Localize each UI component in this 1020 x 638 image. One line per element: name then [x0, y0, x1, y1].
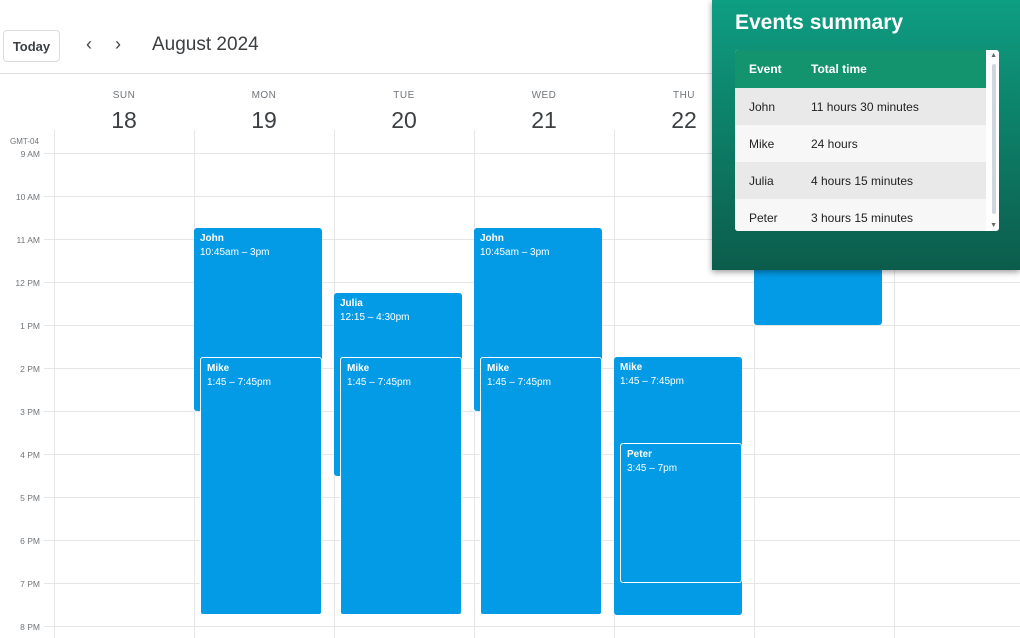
hour-label: 5 PM [20, 493, 40, 503]
event-time: 1:45 – 7:45pm [620, 376, 684, 388]
table-row: Peter 3 hours 15 minutes [735, 199, 986, 231]
event-name: John [480, 233, 504, 245]
event-cell: Peter [749, 210, 778, 225]
day-of-week: TUE [393, 90, 415, 101]
hour-line [44, 153, 1020, 154]
hour-label: 1 PM [20, 321, 40, 331]
summary-title: Events summary [735, 11, 904, 34]
hour-label: 7 PM [20, 579, 40, 589]
event-name: Mike [620, 362, 643, 374]
event-cell: Mike [749, 136, 775, 151]
calendar-event[interactable]: Mike 1:45 – 7:45pm [480, 357, 602, 616]
day-header[interactable]: WED 21 [474, 90, 614, 134]
hour-label: 12 PM [15, 278, 40, 288]
hour-label: 10 AM [15, 192, 40, 202]
day-of-week: MON [251, 90, 277, 101]
hour-label: 9 AM [20, 149, 40, 159]
total-time-cell: 24 hours [811, 136, 858, 151]
event-name: Mike [207, 363, 230, 375]
hour-label: 11 AM [16, 235, 40, 245]
scroll-up-icon[interactable]: ▲ [990, 52, 997, 59]
total-time-cell: 4 hours 15 minutes [811, 173, 914, 188]
summary-table: Event Total time John 11 hours 30 minutes… [735, 50, 999, 231]
hour-label: 2 PM [20, 364, 40, 374]
calendar-event[interactable]: Mike 1:45 – 7:45pm [200, 357, 322, 616]
calendar-event[interactable]: Mike 1:45 – 7:45pm [340, 357, 462, 616]
event-time: 1:45 – 7:45pm [347, 377, 411, 389]
total-time-cell: 3 hours 15 minutes [811, 210, 914, 225]
day-divider [754, 130, 755, 638]
event-name: Julia [340, 297, 363, 309]
event-name: Mike [347, 363, 370, 375]
day-divider [54, 130, 55, 638]
hour-label: 8 PM [20, 622, 40, 632]
timezone-label: GMT-04 [10, 137, 39, 146]
day-header[interactable]: THU 22 [614, 90, 754, 134]
scroll-down-icon[interactable]: ▼ [990, 222, 997, 229]
calendar-event[interactable]: Peter 3:45 – 7pm [620, 443, 742, 583]
table-row: Julia 4 hours 15 minutes [735, 162, 986, 199]
day-of-week: THU [672, 90, 696, 101]
event-cell: John [749, 99, 776, 114]
event-name: Peter [627, 449, 653, 461]
hour-label: 3 PM [20, 407, 40, 417]
header-total-time: Total time [811, 62, 867, 76]
event-time: 10:45am – 3pm [200, 247, 270, 259]
day-number: 18 [111, 107, 137, 133]
event-time: 1:45 – 7:45pm [207, 377, 271, 389]
event-time: 12:15 – 4:30pm [340, 311, 410, 323]
event-time: 3:45 – 7pm [627, 463, 678, 475]
day-of-week: WED [531, 90, 557, 101]
table-row: John 11 hours 30 minutes [735, 88, 986, 125]
table-header: Event Total time [735, 50, 986, 88]
day-number: 22 [671, 107, 697, 133]
today-button[interactable]: Today [3, 30, 60, 62]
day-header[interactable]: MON 19 [194, 90, 334, 134]
day-number: 20 [391, 107, 417, 133]
header-event: Event [749, 62, 782, 76]
event-name: John [200, 233, 224, 245]
day-number: 19 [251, 107, 277, 133]
total-time-cell: 11 hours 30 minutes [811, 99, 919, 114]
event-name: Mike [487, 363, 510, 375]
day-divider [894, 130, 895, 638]
chevron-left-icon[interactable]: ‹ [86, 34, 92, 54]
hour-label: 4 PM [20, 450, 40, 460]
day-of-week: SUN [112, 90, 136, 101]
month-title: August 2024 [152, 34, 259, 55]
day-number: 21 [531, 107, 557, 133]
hour-line [44, 196, 1020, 197]
chevron-right-icon[interactable]: › [115, 34, 121, 54]
event-time: 10:45am – 3pm [480, 247, 550, 259]
events-summary-panel: Events summary Event Total time John 11 h… [712, 0, 1020, 270]
day-header[interactable]: TUE 20 [334, 90, 474, 134]
hour-line [44, 626, 1020, 627]
event-time: 1:45 – 7:45pm [487, 377, 551, 389]
calendar-toolbar: Today ‹ › August 2024 [0, 0, 1020, 74]
table-row: Mike 24 hours [735, 125, 986, 162]
hour-label: 6 PM [20, 536, 40, 546]
scrollbar[interactable] [992, 64, 996, 214]
day-header[interactable]: SUN 18 [54, 90, 194, 134]
event-cell: Julia [749, 173, 774, 188]
